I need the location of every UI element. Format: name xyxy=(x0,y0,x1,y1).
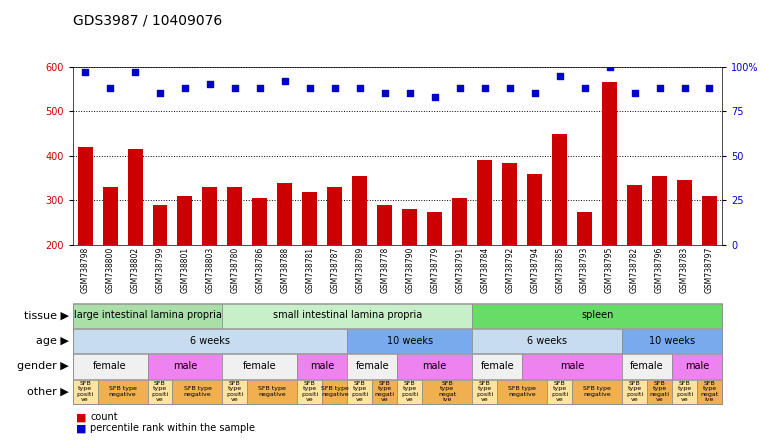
Point xyxy=(179,84,191,91)
Bar xyxy=(102,187,118,245)
Text: SFB type
negative: SFB type negative xyxy=(508,386,536,396)
Point xyxy=(403,90,416,97)
Text: age ▶: age ▶ xyxy=(36,336,69,346)
Bar xyxy=(177,196,193,245)
Text: GDS3987 / 10409076: GDS3987 / 10409076 xyxy=(73,13,222,28)
Point xyxy=(478,84,490,91)
Text: SFB
type
positi
ve: SFB type positi ve xyxy=(476,381,494,402)
Bar xyxy=(303,191,317,245)
Point xyxy=(254,84,266,91)
Bar xyxy=(277,182,293,245)
Text: SFB
type
negati
ve: SFB type negati ve xyxy=(375,381,395,402)
Text: male: male xyxy=(560,361,584,371)
Point xyxy=(529,90,541,97)
Text: SFB
type
negat
ive: SFB type negat ive xyxy=(701,381,719,402)
Text: SFB
type
positi
ve: SFB type positi ve xyxy=(676,381,693,402)
Text: female: female xyxy=(630,361,664,371)
Point xyxy=(204,81,216,88)
Text: SFB type
negative: SFB type negative xyxy=(583,386,611,396)
Bar xyxy=(602,82,617,245)
Point xyxy=(154,90,166,97)
Text: SFB type
negative: SFB type negative xyxy=(321,386,349,396)
Text: female: female xyxy=(355,361,389,371)
Point xyxy=(604,63,616,70)
Text: female: female xyxy=(481,361,514,371)
Bar xyxy=(377,205,392,245)
Bar xyxy=(403,210,417,245)
Text: male: male xyxy=(685,361,709,371)
Text: large intestinal lamina propria: large intestinal lamina propria xyxy=(73,310,222,321)
Point xyxy=(578,84,591,91)
Point xyxy=(429,93,441,100)
Text: SFB
type
positi
ve: SFB type positi ve xyxy=(226,381,244,402)
Text: count: count xyxy=(90,412,118,422)
Bar xyxy=(78,147,92,245)
Point xyxy=(454,84,466,91)
Text: male: male xyxy=(173,361,197,371)
Point xyxy=(129,68,141,75)
Text: SFB type
negative: SFB type negative xyxy=(258,386,286,396)
Bar xyxy=(677,180,692,245)
Text: tissue ▶: tissue ▶ xyxy=(24,310,69,321)
Text: percentile rank within the sample: percentile rank within the sample xyxy=(90,424,255,433)
Text: spleen: spleen xyxy=(581,310,613,321)
Bar xyxy=(478,160,492,245)
Point xyxy=(279,77,291,84)
Bar xyxy=(527,174,542,245)
Bar xyxy=(652,176,667,245)
Point xyxy=(79,68,91,75)
Point xyxy=(629,90,641,97)
Bar xyxy=(427,212,442,245)
Bar xyxy=(702,196,717,245)
Text: SFB
type
positi
ve: SFB type positi ve xyxy=(401,381,419,402)
Text: other ▶: other ▶ xyxy=(27,386,69,396)
Text: SFB
type
negati
ve: SFB type negati ve xyxy=(649,381,669,402)
Text: SFB
type
positi
ve: SFB type positi ve xyxy=(351,381,368,402)
Text: gender ▶: gender ▶ xyxy=(17,361,69,371)
Bar xyxy=(128,149,143,245)
Text: female: female xyxy=(243,361,277,371)
Text: male: male xyxy=(422,361,447,371)
Text: SFB
type
positi
ve: SFB type positi ve xyxy=(551,381,568,402)
Text: 6 weeks: 6 weeks xyxy=(190,336,230,346)
Bar xyxy=(352,176,367,245)
Point xyxy=(304,84,316,91)
Text: male: male xyxy=(310,361,335,371)
Bar xyxy=(627,185,642,245)
Text: ■: ■ xyxy=(76,424,87,433)
Text: 6 weeks: 6 weeks xyxy=(527,336,567,346)
Point xyxy=(229,84,241,91)
Text: SFB type
negative: SFB type negative xyxy=(108,386,137,396)
Point xyxy=(653,84,665,91)
Text: SFB
type
positi
ve: SFB type positi ve xyxy=(151,381,169,402)
Text: SFB
type
negat
ive: SFB type negat ive xyxy=(438,381,456,402)
Point xyxy=(379,90,391,97)
Bar xyxy=(202,187,218,245)
Bar xyxy=(502,163,517,245)
Point xyxy=(678,84,691,91)
Text: SFB
type
positi
ve: SFB type positi ve xyxy=(626,381,643,402)
Text: 10 weeks: 10 weeks xyxy=(387,336,433,346)
Text: female: female xyxy=(93,361,127,371)
Bar xyxy=(577,212,592,245)
Point xyxy=(503,84,516,91)
Text: 10 weeks: 10 weeks xyxy=(649,336,695,346)
Bar xyxy=(452,198,468,245)
Point xyxy=(104,84,116,91)
Point xyxy=(553,72,565,79)
Text: SFB
type
positi
ve: SFB type positi ve xyxy=(76,381,94,402)
Text: SFB type
negative: SFB type negative xyxy=(183,386,212,396)
Text: small intestinal lamina propria: small intestinal lamina propria xyxy=(273,310,422,321)
Bar xyxy=(327,187,342,245)
Bar xyxy=(252,198,267,245)
Bar xyxy=(228,187,242,245)
Text: ■: ■ xyxy=(76,412,87,422)
Point xyxy=(329,84,341,91)
Bar xyxy=(153,205,167,245)
Bar xyxy=(552,134,567,245)
Point xyxy=(704,84,716,91)
Text: SFB
type
positi
ve: SFB type positi ve xyxy=(301,381,319,402)
Point xyxy=(354,84,366,91)
